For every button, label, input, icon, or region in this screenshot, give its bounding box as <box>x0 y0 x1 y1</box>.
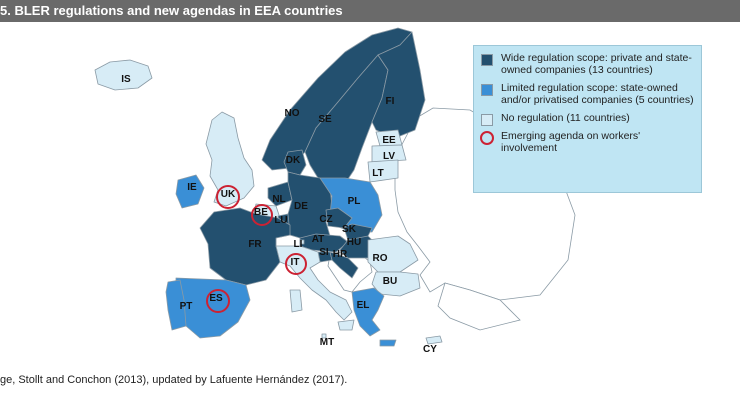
country-ie <box>175 174 205 209</box>
country-shapes <box>94 27 443 347</box>
country-is <box>94 59 153 91</box>
country-el <box>351 287 385 337</box>
legend-item-limited: Limited regulation scope: state-owned an… <box>481 82 695 106</box>
country-label-lv: LV <box>383 151 395 162</box>
country-label-el: EL <box>357 300 370 311</box>
country-label-li: LI <box>294 239 303 250</box>
country-hr <box>329 251 359 279</box>
emerging-ring-es <box>206 289 230 313</box>
legend-label: Wide regulation scope: private and state… <box>501 52 692 76</box>
country-lt <box>367 159 399 183</box>
country-mt <box>321 333 327 339</box>
emerging-rings <box>206 185 307 313</box>
country-label-lu: LU <box>274 215 287 226</box>
country-label-bu: BU <box>383 276 397 287</box>
country-label-se: SE <box>318 114 332 125</box>
country-label-lt: LT <box>372 168 383 179</box>
country-label-uk: UK <box>221 189 236 200</box>
country-label-be: BE <box>254 207 268 218</box>
country-label-si: SI <box>319 247 329 258</box>
country-it <box>289 289 303 313</box>
legend-swatch-emerging-ring <box>480 131 494 145</box>
country-label-is: IS <box>121 74 131 85</box>
legend-swatch-limited <box>481 84 493 96</box>
country-it <box>337 319 355 331</box>
country-label-hu: HU <box>347 237 361 248</box>
legend-swatch-wide <box>481 54 493 66</box>
country-uk <box>205 111 255 207</box>
emerging-ring-be <box>251 204 273 226</box>
country-label-fr: FR <box>248 239 262 250</box>
map-title: 5. BLER regulations and new agendas in E… <box>0 3 343 18</box>
country-pt <box>165 279 187 331</box>
country-label-cz: CZ <box>319 214 332 225</box>
country-label-no: NO <box>285 108 300 119</box>
country-label-mt: MT <box>320 337 334 348</box>
country-label-nl: NL <box>272 194 285 205</box>
country-cz <box>325 207 353 229</box>
country-label-es: ES <box>209 293 223 304</box>
country-nl <box>267 181 293 207</box>
country-label-pt: PT <box>180 301 193 312</box>
country-label-pl: PL <box>348 196 361 207</box>
country-label-it: IT <box>291 257 300 268</box>
emerging-ring-uk <box>216 185 240 209</box>
non-eea-turkey <box>437 282 521 331</box>
country-label-fi: FI <box>386 96 395 107</box>
country-label-ro: RO <box>373 253 388 264</box>
country-fi <box>371 31 426 139</box>
legend-label: No regulation (11 countries) <box>501 112 630 124</box>
legend-item-emerging: Emerging agenda on workers' involvement <box>480 130 695 154</box>
legend-item-wide: Wide regulation scope: private and state… <box>481 52 695 76</box>
country-li <box>299 239 305 245</box>
country-label-dk: DK <box>286 155 301 166</box>
legend: Wide regulation scope: private and state… <box>473 45 702 193</box>
country-label-de: DE <box>294 201 308 212</box>
legend-label: Limited regulation scope: state-owned an… <box>501 82 694 106</box>
country-label-sk: SK <box>342 224 357 235</box>
legend-label: Emerging agenda on workers' involvement <box>501 130 641 154</box>
country-label-ie: IE <box>187 182 197 193</box>
country-el <box>379 339 397 347</box>
emerging-ring-it <box>285 253 307 275</box>
country-label-at: AT <box>312 234 325 245</box>
country-sk <box>343 223 373 241</box>
legend-swatch-none <box>481 114 493 126</box>
country-label-cy: CY <box>423 344 437 355</box>
country-label-ee: EE <box>382 135 396 146</box>
legend-item-none: No regulation (11 countries) <box>481 112 695 126</box>
title-bar: 5. BLER regulations and new agendas in E… <box>0 0 740 22</box>
country-bu <box>371 271 421 297</box>
country-ro <box>367 235 419 273</box>
source-note: ge, Stollt and Conchon (2013), updated b… <box>0 374 348 386</box>
country-lv <box>371 144 407 163</box>
country-label-hr: HR <box>333 249 348 260</box>
country-cy <box>425 335 443 345</box>
